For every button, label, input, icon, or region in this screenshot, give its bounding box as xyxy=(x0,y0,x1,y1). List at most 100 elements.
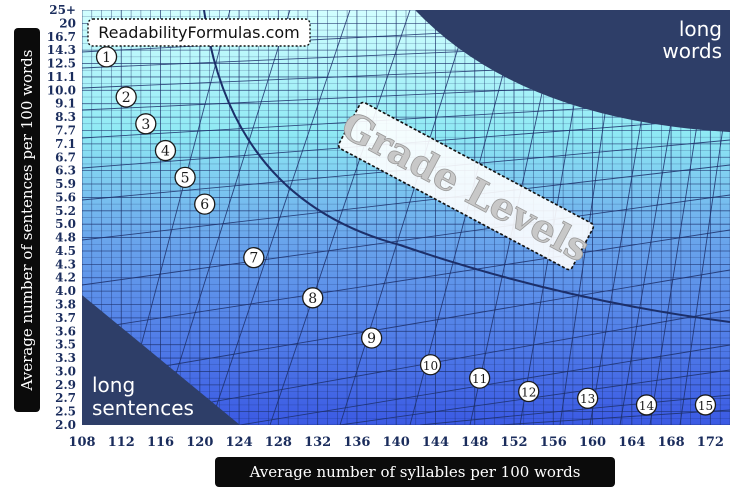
x-tick-label: 152 xyxy=(500,435,527,450)
y-tick-label: 2.5 xyxy=(55,405,76,419)
grade-marker-circle xyxy=(419,354,442,376)
grade-boundary-line xyxy=(82,194,730,286)
x-tick-label: 148 xyxy=(461,435,488,450)
y-tick-label: 3.3 xyxy=(55,351,76,365)
y-tick-label: 2.9 xyxy=(55,378,76,392)
grade-boundary-line xyxy=(82,269,730,381)
grade-marker-label: 3 xyxy=(141,117,150,133)
grade-marker-label: 1 xyxy=(102,50,111,66)
y-tick-label: 3.0 xyxy=(55,364,76,378)
long-sentences-label-2: sentences xyxy=(92,396,194,420)
grade-marker-circle xyxy=(243,247,265,269)
y-tick-label: 10.0 xyxy=(47,83,76,97)
grade-boundary-line xyxy=(419,394,730,425)
x-tick-label: 108 xyxy=(68,435,95,450)
grade-marker-label: 10 xyxy=(423,359,438,373)
grade-marker-label: 6 xyxy=(200,197,209,213)
long-words-label-2: words xyxy=(662,39,722,63)
x-tick-label: 168 xyxy=(658,435,685,450)
long-words-label-1: long xyxy=(679,17,722,41)
x-tick-label: 164 xyxy=(618,435,645,450)
grade-marker-label: 14 xyxy=(639,399,655,413)
grade-marker-circle xyxy=(115,86,137,108)
y-tick-label: 8.3 xyxy=(55,110,76,124)
grade-marker-label: 8 xyxy=(308,291,317,307)
long-words-region xyxy=(415,10,730,132)
y-tick-label: 3.5 xyxy=(55,338,76,352)
grade-marker-circle xyxy=(360,327,383,349)
y-tick-label: 4.3 xyxy=(55,257,76,271)
y-tick-label: 4.2 xyxy=(55,271,76,285)
y-tick-label: 3.7 xyxy=(55,311,76,325)
grade-marker-circle xyxy=(468,367,491,389)
grade-marker-circle xyxy=(635,394,658,416)
y-tick-label: 6.3 xyxy=(55,164,76,178)
y-tick-label: 25+ xyxy=(49,3,76,17)
x-tick-label: 124 xyxy=(226,435,253,450)
y-tick-label: 6.7 xyxy=(55,150,76,164)
y-tick-label: 7.1 xyxy=(55,137,76,151)
y-tick-label: 4.8 xyxy=(55,231,76,245)
grade-marker-label: 7 xyxy=(249,251,258,267)
y-tick-label: 4.5 xyxy=(55,244,76,258)
grade-boundary-line xyxy=(159,10,291,425)
y-tick-label: 5.6 xyxy=(55,190,76,204)
y-tick-label: 4.0 xyxy=(55,284,76,298)
y-tick-labels: 25+2016.714.312.511.110.09.18.37.77.16.7… xyxy=(47,3,76,432)
x-tick-label: 140 xyxy=(383,435,410,450)
x-tick-label: 120 xyxy=(186,435,213,450)
y-tick-label: 9.1 xyxy=(55,97,76,111)
y-axis-label: Average number of sentences per 100 word… xyxy=(14,28,40,412)
grade-marker-label: 12 xyxy=(521,386,536,400)
grade-boundary-line xyxy=(339,10,471,425)
x-tick-label: 116 xyxy=(147,435,174,450)
x-tick-label: 132 xyxy=(304,435,331,450)
grade-marker-circle xyxy=(518,380,540,403)
grade-marker-label: 4 xyxy=(161,144,170,160)
y-tick-label: 2.7 xyxy=(55,391,76,405)
grade-marker-label: 5 xyxy=(181,170,190,186)
y-tick-label: 11.1 xyxy=(47,70,76,84)
grade-marker-circle xyxy=(154,139,177,162)
y-tick-label: 5.0 xyxy=(55,217,76,231)
grade-marker-circle xyxy=(694,394,717,416)
y-tick-label: 7.7 xyxy=(55,123,76,137)
y-tick-label: 20 xyxy=(59,16,76,30)
watermark-text: ReadabilityFormulas.com xyxy=(98,23,300,42)
x-tick-labels: 108 112 116 120 124 128 132 136 140 144 148 152 156 1… xyxy=(68,435,724,450)
watermark-box xyxy=(87,18,311,47)
grade-marker-label: 2 xyxy=(122,90,131,106)
grade-marker-circle xyxy=(174,166,196,188)
x-tick-label: 144 xyxy=(422,435,449,450)
x-tick-label: 172 xyxy=(697,435,724,450)
x-tick-label: 112 xyxy=(108,435,135,450)
x-tick-label: 156 xyxy=(540,435,567,450)
grade-marker-circle xyxy=(302,287,324,309)
grade-curve xyxy=(203,10,730,323)
y-tick-label: 16.7 xyxy=(47,30,76,44)
grade-marker-label: 15 xyxy=(698,399,713,413)
x-tick-label: 136 xyxy=(343,435,370,450)
y-tick-label: 3.6 xyxy=(55,324,76,338)
grade-marker-label: 13 xyxy=(580,392,595,406)
grade-marker-circle xyxy=(135,113,157,135)
grade-boundary-line xyxy=(82,164,730,241)
grade-boundary-line xyxy=(499,409,730,425)
y-tick-label: 5.9 xyxy=(55,177,76,191)
grade-boundary-line xyxy=(209,10,351,425)
grade-marker-label: 11 xyxy=(472,372,487,386)
y-tick-label: 5.2 xyxy=(55,204,76,218)
grade-marker-circle xyxy=(576,387,599,409)
grade-marker-label: 9 xyxy=(367,331,376,347)
grade-marker-circle xyxy=(95,46,118,68)
y-tick-label: 2.0 xyxy=(55,418,76,432)
grade-boundary-line xyxy=(82,229,730,331)
y-axis-label-text: Average number of sentences per 100 word… xyxy=(18,49,36,391)
grade-marker-circle xyxy=(194,193,216,215)
long-sentences-region xyxy=(82,295,240,425)
x-tick-label: 160 xyxy=(579,435,606,450)
grade-boundary-line xyxy=(679,76,730,425)
x-axis-label: Average number of syllables per 100 word… xyxy=(215,457,615,487)
